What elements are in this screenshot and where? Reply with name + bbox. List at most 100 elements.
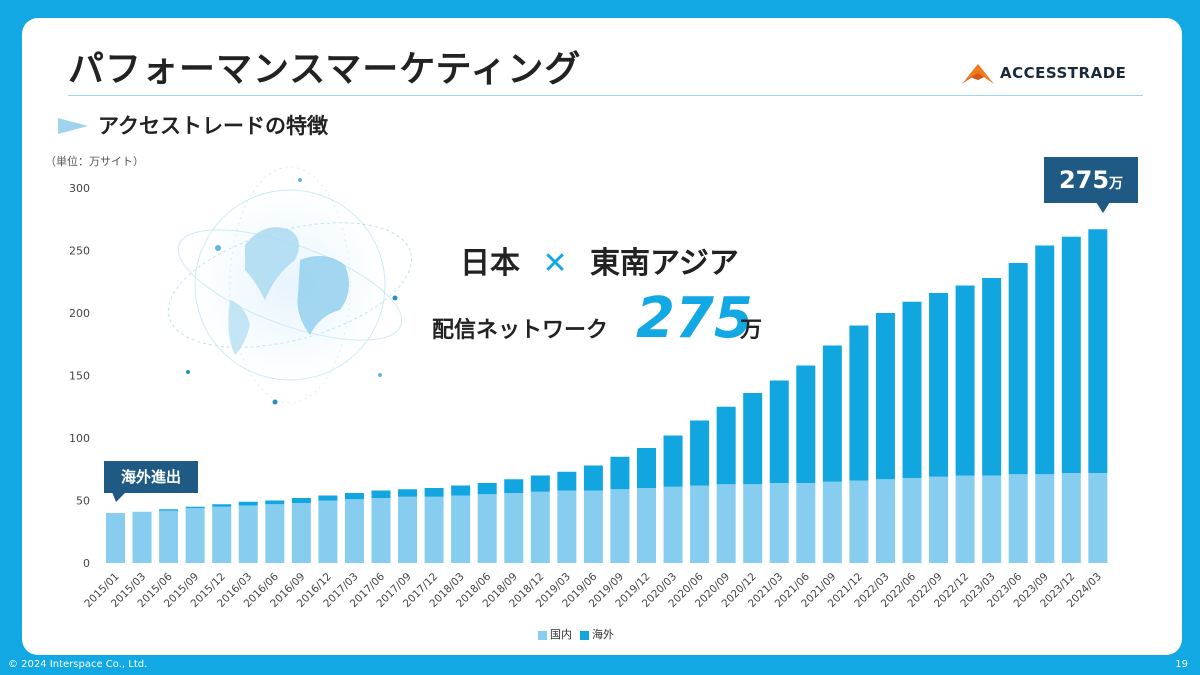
bar-overseas <box>769 380 789 483</box>
subtitle-marker-icon <box>58 118 88 134</box>
bar-overseas <box>371 490 391 498</box>
bar-domestic <box>159 510 179 563</box>
bar-overseas <box>716 406 736 485</box>
network-unit: 万 <box>740 318 763 343</box>
bar-domestic <box>477 494 497 563</box>
bar-overseas <box>291 498 311 503</box>
bar-domestic <box>344 499 364 563</box>
bar-overseas <box>743 393 763 485</box>
y-tick-label: 200 <box>69 307 90 320</box>
headline-line1: 日本 ✕ 東南アジア <box>460 238 739 282</box>
logo-text: ACCESSTRADE <box>1000 64 1127 82</box>
bar-domestic <box>690 485 710 563</box>
page-number: 19 <box>1175 659 1188 670</box>
bar-overseas <box>530 475 550 492</box>
bar-domestic <box>955 475 975 563</box>
bar-overseas <box>318 495 338 501</box>
latest-value-pointer <box>1096 202 1110 213</box>
bar-domestic <box>1008 474 1028 563</box>
bar-overseas <box>690 420 710 486</box>
bar-overseas <box>663 435 683 487</box>
bar-domestic <box>371 498 391 563</box>
bar-domestic <box>185 508 205 563</box>
bar-overseas <box>424 488 444 497</box>
chart-legend: 国内 海外 <box>538 626 614 642</box>
bar-domestic <box>902 478 922 563</box>
bar-overseas <box>185 506 205 508</box>
accesstrade-logo: ACCESSTRADE <box>960 60 1130 88</box>
bar-domestic <box>610 489 630 563</box>
bar-overseas <box>1061 236 1081 473</box>
bar-domestic <box>716 484 736 563</box>
bar-domestic <box>106 513 125 563</box>
bar-overseas <box>238 501 258 506</box>
bar-overseas <box>849 325 869 481</box>
bar-overseas <box>822 345 842 482</box>
y-tick-label: 150 <box>69 370 90 383</box>
bar-domestic <box>504 493 524 563</box>
bar-overseas <box>929 293 949 477</box>
headline-japan: 日本 <box>460 246 520 281</box>
bar-overseas <box>637 448 656 488</box>
y-tick-label: 100 <box>69 432 90 445</box>
bar-overseas <box>344 493 364 500</box>
cross-icon: ✕ <box>542 246 568 281</box>
bar-overseas <box>1088 229 1108 473</box>
bar-overseas <box>477 483 497 495</box>
bar-domestic <box>769 483 789 563</box>
bar-domestic <box>318 500 338 563</box>
latest-value-callout: 275万 <box>1044 157 1138 203</box>
bar-domestic <box>875 479 895 563</box>
bar-domestic <box>1061 473 1081 563</box>
bar-domestic <box>398 496 418 563</box>
bar-domestic <box>557 490 577 563</box>
bar-overseas <box>159 509 179 511</box>
bar-overseas <box>1035 245 1055 475</box>
network-label: 配信ネットワーク <box>432 318 609 343</box>
bar-domestic <box>637 488 656 563</box>
bar-overseas <box>955 285 975 476</box>
bar-domestic <box>132 511 152 563</box>
bar-domestic <box>982 475 1002 563</box>
headline-sea: 東南アジア <box>590 246 739 281</box>
y-tick-label: 300 <box>69 182 90 195</box>
bar-overseas <box>875 313 895 480</box>
bar-overseas <box>583 465 603 491</box>
x-axis-ticks: 2015/012015/032015/062015/092015/122016/… <box>82 570 1104 610</box>
bar-domestic <box>929 476 949 563</box>
overseas-entry-pointer <box>112 492 126 502</box>
bar-domestic <box>583 490 603 563</box>
bar-overseas <box>902 301 922 478</box>
overseas-entry-callout: 海外進出 <box>104 461 198 493</box>
bar-domestic <box>451 495 471 563</box>
bar-domestic <box>796 483 816 563</box>
legend-item-domestic: 国内 <box>538 626 572 642</box>
headline-line2: 配信ネットワーク 275 万 <box>432 286 772 360</box>
bar-domestic <box>265 504 285 563</box>
bar-domestic <box>1035 474 1055 563</box>
bar-overseas <box>451 485 471 496</box>
bar-domestic <box>238 505 258 563</box>
copyright: © 2024 Interspace Co., Ltd. <box>8 659 148 670</box>
y-axis-ticks: 0 50 100 150 200 250 300 <box>69 182 90 570</box>
bar-domestic <box>530 491 550 563</box>
section-subtitle: アクセストレードの特徴 <box>98 114 328 138</box>
bar-domestic <box>291 503 311 563</box>
latest-unit: 万 <box>1109 176 1124 192</box>
y-tick-label: 50 <box>76 495 90 508</box>
bar-overseas <box>212 504 232 507</box>
bar-overseas <box>557 471 577 491</box>
bar-overseas <box>610 456 630 490</box>
latest-number: 275 <box>1058 166 1110 194</box>
bar-domestic <box>663 486 683 563</box>
bar-domestic <box>822 481 842 563</box>
bar-domestic <box>743 484 763 563</box>
bar-overseas <box>398 489 418 497</box>
title-divider <box>68 95 1143 96</box>
bar-overseas <box>982 278 1002 476</box>
globe-illustration <box>167 166 413 405</box>
network-number: 275 <box>636 286 753 351</box>
page-title: パフォーマンスマーケティング <box>68 49 582 90</box>
y-tick-label: 250 <box>69 245 90 258</box>
